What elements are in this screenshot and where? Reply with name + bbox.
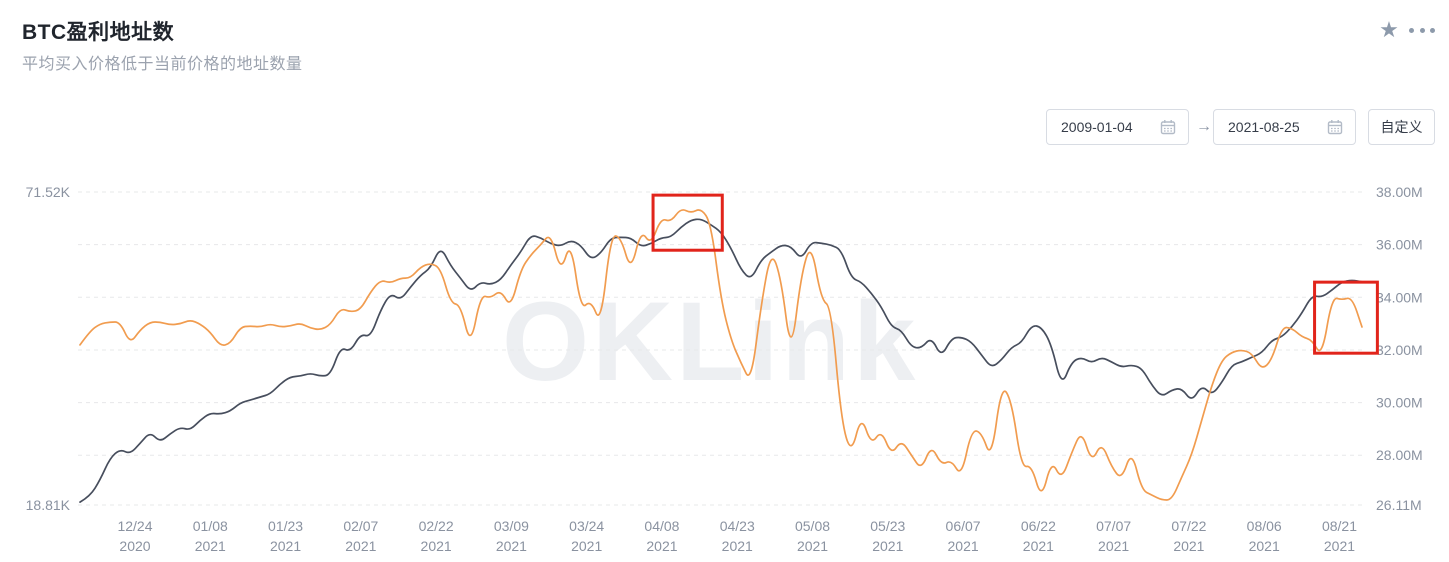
x-axis-label: 2021 <box>270 538 301 554</box>
end-date-value: 2021-08-25 <box>1228 119 1300 135</box>
x-axis-label: 02/07 <box>343 518 378 534</box>
highlight-annotation <box>1313 280 1379 355</box>
x-axis-label: 2021 <box>496 538 527 554</box>
x-axis-label: 2021 <box>872 538 903 554</box>
x-axis-label: 07/07 <box>1096 518 1131 534</box>
x-axis-label: 01/23 <box>268 518 303 534</box>
x-axis-label: 2021 <box>1249 538 1280 554</box>
x-axis-label: 03/09 <box>494 518 529 534</box>
x-axis-label: 2021 <box>797 538 828 554</box>
right-axis-label: 36.00M <box>1376 237 1423 253</box>
profit-addresses-line <box>79 209 1363 501</box>
favorite-button[interactable]: ★ <box>1376 17 1402 43</box>
x-axis-label: 04/08 <box>644 518 679 534</box>
custom-range-button[interactable]: 自定义 <box>1368 109 1435 145</box>
start-date-input[interactable]: 2009-01-04 <box>1046 109 1189 145</box>
left-axis-label: 18.81K <box>26 497 71 513</box>
dot-icon <box>1430 27 1435 33</box>
right-axis-label: 34.00M <box>1376 289 1423 305</box>
x-axis-label: 04/23 <box>720 518 755 534</box>
star-icon: ★ <box>1379 17 1399 42</box>
x-axis-label: 2021 <box>571 538 602 554</box>
right-axis-label: 38.00M <box>1376 184 1423 200</box>
right-axis-label: 30.00M <box>1376 395 1423 411</box>
x-axis-label: 06/22 <box>1021 518 1056 534</box>
dot-icon <box>1409 27 1414 33</box>
x-axis-label: 2021 <box>646 538 677 554</box>
calendar-icon <box>1160 120 1176 135</box>
x-axis-label: 2020 <box>119 538 150 554</box>
arrow-right-icon: → <box>1196 118 1212 135</box>
x-axis-label: 2021 <box>345 538 376 554</box>
x-axis-label: 06/07 <box>946 518 981 534</box>
page-title: BTC盈利地址数 <box>22 21 175 44</box>
dot-icon <box>1419 27 1425 33</box>
x-axis-label: 2021 <box>421 538 452 554</box>
x-axis-label: 02/22 <box>419 518 454 534</box>
watermark: OKLink <box>502 279 919 404</box>
x-axis-label: 12/24 <box>117 518 152 534</box>
x-axis-label: 01/08 <box>193 518 228 534</box>
left-axis-label: 71.52K <box>26 184 71 200</box>
x-axis-label: 05/23 <box>870 518 905 534</box>
x-axis-label: 07/22 <box>1171 518 1206 534</box>
right-axis-label: 28.00M <box>1376 447 1423 463</box>
right-axis-label: 32.00M <box>1376 342 1423 358</box>
page-subtitle: 平均买入价格低于当前价格的地址数量 <box>22 56 303 73</box>
x-axis-label: 2021 <box>1023 538 1054 554</box>
more-options-button[interactable] <box>1408 20 1436 40</box>
x-axis-label: 2021 <box>195 538 226 554</box>
calendar-icon <box>1327 120 1343 135</box>
x-axis-label: 2021 <box>948 538 979 554</box>
x-axis-label: 08/21 <box>1322 518 1357 534</box>
x-axis-label: 05/08 <box>795 518 830 534</box>
price-line <box>79 218 1363 503</box>
start-date-value: 2009-01-04 <box>1061 119 1133 135</box>
end-date-input[interactable]: 2021-08-25 <box>1213 109 1356 145</box>
highlight-annotation <box>651 193 724 252</box>
x-axis-label: 2021 <box>722 538 753 554</box>
x-axis-label: 03/24 <box>569 518 604 534</box>
x-axis-label: 2021 <box>1324 538 1355 554</box>
right-axis-label: 26.11M <box>1376 497 1422 513</box>
x-axis-label: 2021 <box>1098 538 1129 554</box>
x-axis-label: 08/06 <box>1247 518 1282 534</box>
x-axis-label: 2021 <box>1173 538 1204 554</box>
